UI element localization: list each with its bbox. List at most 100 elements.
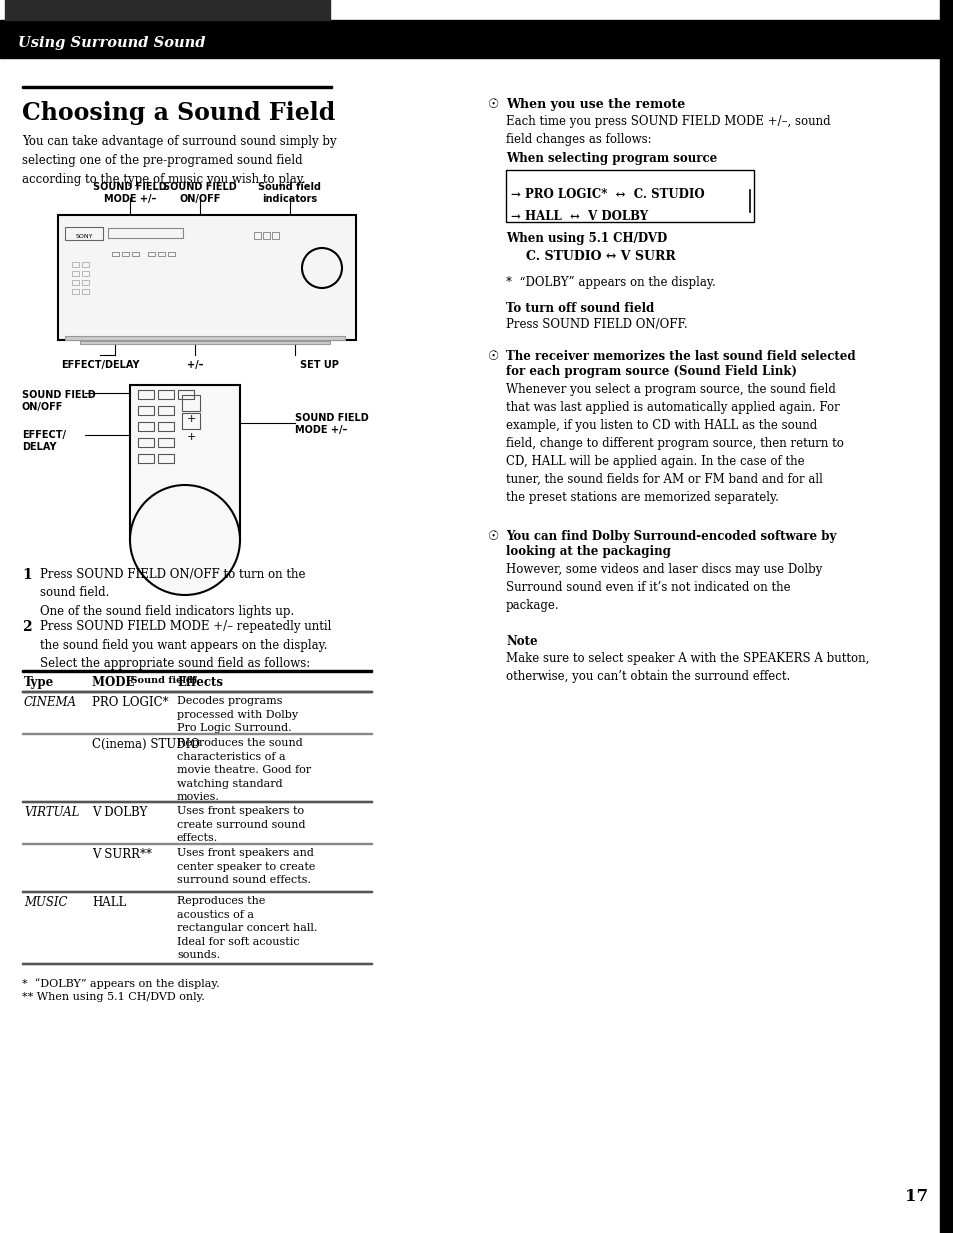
Text: ☉̇: ☉̇	[488, 350, 498, 363]
Text: C. STUDIO ↔ V SURR: C. STUDIO ↔ V SURR	[525, 250, 675, 263]
Text: Each time you press SOUND FIELD MODE +/–, sound
field changes as follows:: Each time you press SOUND FIELD MODE +/–…	[505, 115, 830, 145]
Text: SOUND FIELD
ON/OFF: SOUND FIELD ON/OFF	[22, 390, 95, 412]
Bar	[138, 390, 153, 399]
Text: CINEMA: CINEMA	[24, 695, 77, 709]
Text: C(inema) STUDIO: C(inema) STUDIO	[91, 739, 200, 751]
Text: HALL: HALL	[91, 896, 126, 909]
Text: The receiver memorizes the last sound field selected: The receiver memorizes the last sound fi…	[505, 350, 855, 363]
Text: +: +	[186, 432, 195, 441]
Text: Reproduces the
acoustics of a
rectangular concert hall.
Ideal for soft acoustic
: Reproduces the acoustics of a rectangula…	[177, 896, 317, 961]
Text: *  “DOLBY” appears on the display.: * “DOLBY” appears on the display.	[22, 978, 219, 989]
Text: PRO LOGIC*: PRO LOGIC*	[91, 695, 169, 709]
Text: +: +	[186, 414, 195, 424]
Bar	[22, 890, 372, 891]
Bar	[148, 252, 154, 256]
Bar	[82, 280, 89, 285]
Text: V SURR**: V SURR**	[91, 848, 152, 861]
Text: EFFECT/DELAY: EFFECT/DELAY	[61, 360, 139, 370]
Bar	[272, 232, 278, 239]
Bar	[505, 170, 753, 222]
Bar	[71, 271, 79, 276]
Bar	[5, 0, 330, 20]
Text: MODE: MODE	[91, 676, 138, 689]
Bar	[0, 20, 939, 58]
Text: SOUND FIELD
ON/OFF: SOUND FIELD ON/OFF	[163, 182, 236, 205]
Bar	[158, 438, 173, 448]
Circle shape	[130, 485, 240, 596]
Text: SOUND FIELD
MODE +/–: SOUND FIELD MODE +/–	[294, 413, 369, 435]
Text: Press SOUND FIELD MODE +/– repeatedly until
the sound field you want appears on : Press SOUND FIELD MODE +/– repeatedly un…	[40, 620, 331, 670]
Bar	[138, 406, 153, 416]
Bar	[132, 252, 139, 256]
Text: SET UP: SET UP	[299, 360, 338, 370]
Text: looking at the packaging: looking at the packaging	[505, 545, 670, 559]
Text: Using Surround Sound: Using Surround Sound	[18, 36, 205, 51]
Bar	[82, 261, 89, 268]
Text: When selecting program source: When selecting program source	[505, 152, 717, 165]
Bar	[80, 342, 330, 344]
Bar	[71, 261, 79, 268]
Text: Reproduces the sound
characteristics of a
movie theatre. Good for
watching stand: Reproduces the sound characteristics of …	[177, 739, 311, 803]
Text: When you use the remote: When you use the remote	[505, 97, 684, 111]
Text: → PRO LOGIC*  ↔  C. STUDIO: → PRO LOGIC* ↔ C. STUDIO	[511, 187, 704, 201]
Text: To turn off sound field: To turn off sound field	[505, 302, 654, 314]
Text: 17: 17	[904, 1189, 927, 1205]
Bar	[58, 215, 355, 340]
Text: for each program source (Sound Field Link): for each program source (Sound Field Lin…	[505, 365, 796, 379]
Text: Choosing a Sound Field: Choosing a Sound Field	[22, 101, 335, 125]
Text: Press SOUND FIELD ON/OFF.: Press SOUND FIELD ON/OFF.	[505, 318, 687, 330]
Text: VIRTUAL: VIRTUAL	[24, 806, 79, 819]
Bar	[65, 337, 345, 340]
Text: ☉̇: ☉̇	[488, 530, 498, 543]
Text: 1: 1	[22, 568, 31, 582]
Bar	[158, 406, 173, 416]
Bar	[82, 289, 89, 293]
Text: (Sound field): (Sound field)	[126, 676, 197, 686]
Bar	[158, 422, 173, 432]
Text: Uses front speakers to
create surround sound
effects.: Uses front speakers to create surround s…	[177, 806, 305, 843]
Bar	[22, 690, 372, 692]
Text: Whenever you select a program source, the sound field
that was last applied is a: Whenever you select a program source, th…	[505, 383, 843, 504]
Bar	[158, 454, 173, 464]
Bar	[168, 252, 174, 256]
Bar	[182, 413, 200, 429]
Bar	[108, 228, 183, 238]
Bar	[182, 395, 200, 411]
Text: Note: Note	[505, 635, 537, 649]
Text: You can take advantage of surround sound simply by
selecting one of the pre-prog: You can take advantage of surround sound…	[22, 134, 336, 186]
Text: +/–: +/–	[187, 360, 203, 370]
Bar	[112, 252, 119, 256]
Bar	[263, 232, 270, 239]
Bar	[178, 390, 193, 399]
Text: → HALL  ↔  V DOLBY: → HALL ↔ V DOLBY	[511, 210, 647, 223]
Bar	[71, 280, 79, 285]
Bar	[253, 232, 261, 239]
Text: SONY: SONY	[75, 234, 92, 239]
Bar	[22, 800, 372, 801]
Text: EFFECT/
DELAY: EFFECT/ DELAY	[22, 430, 66, 453]
Text: MUSIC: MUSIC	[24, 896, 68, 909]
Text: Sound field
indicators: Sound field indicators	[258, 182, 321, 205]
Text: Make sure to select speaker A with the SPEAKERS A button,
otherwise, you can’t o: Make sure to select speaker A with the S…	[505, 652, 868, 683]
Text: 2: 2	[22, 620, 31, 634]
Text: However, some videos and laser discs may use Dolby
Surround sound even if it’s n: However, some videos and laser discs may…	[505, 563, 821, 612]
Bar	[82, 271, 89, 276]
Text: When using 5.1 CH/DVD: When using 5.1 CH/DVD	[505, 232, 666, 245]
Bar	[158, 390, 173, 399]
Text: SOUND FIELD
MODE +/–: SOUND FIELD MODE +/–	[93, 182, 167, 205]
Text: Press SOUND FIELD ON/OFF to turn on the
sound field.
One of the sound field indi: Press SOUND FIELD ON/OFF to turn on the …	[40, 568, 305, 618]
Text: Effects: Effects	[177, 676, 223, 689]
Bar	[939, 0, 953, 1233]
Bar	[138, 422, 153, 432]
Bar	[122, 252, 129, 256]
Bar	[138, 438, 153, 448]
Bar	[130, 385, 240, 540]
Text: You can find Dolby Surround-encoded software by: You can find Dolby Surround-encoded soft…	[505, 530, 836, 543]
Bar	[158, 252, 165, 256]
Text: ** When using 5.1 CH/DVD only.: ** When using 5.1 CH/DVD only.	[22, 993, 205, 1002]
Text: ☉̇: ☉̇	[488, 97, 498, 111]
Text: Type: Type	[24, 676, 54, 689]
Bar	[65, 227, 103, 240]
Text: V DOLBY: V DOLBY	[91, 806, 147, 819]
Text: Uses front speakers and
center speaker to create
surround sound effects.: Uses front speakers and center speaker t…	[177, 848, 315, 885]
